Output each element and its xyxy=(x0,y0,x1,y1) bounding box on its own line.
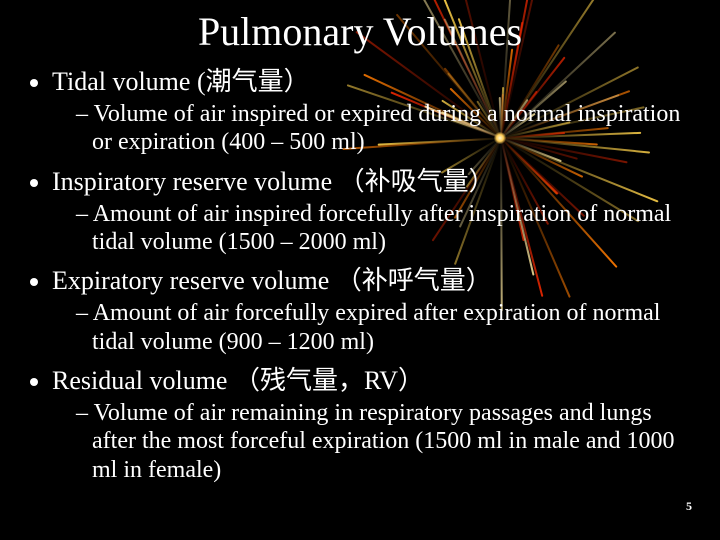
bullet-item: Residual volume （残气量，RV） Volume of air r… xyxy=(52,360,696,484)
slide: Pulmonary Volumes Tidal volume (潮气量） Vol… xyxy=(0,8,720,540)
bullet-heading: Tidal volume (潮气量） xyxy=(52,67,310,96)
sub-item: Volume of air inspired or expired during… xyxy=(76,100,696,157)
sub-item: Amount of air inspired forcefully after … xyxy=(76,200,696,257)
page-number: 5 xyxy=(686,499,692,514)
bullet-heading: Residual volume （残气量，RV） xyxy=(52,366,424,395)
sub-list: Amount of air forcefully expired after e… xyxy=(52,299,696,356)
slide-title: Pulmonary Volumes xyxy=(24,8,696,55)
sub-item: Volume of air remaining in respiratory p… xyxy=(76,399,696,484)
sub-list: Volume of air remaining in respiratory p… xyxy=(52,399,696,484)
bullet-list: Tidal volume (潮气量） Volume of air inspire… xyxy=(24,61,696,484)
bullet-item: Inspiratory reserve volume （补吸气量） Amount… xyxy=(52,161,696,257)
sub-list: Volume of air inspired or expired during… xyxy=(52,100,696,157)
bullet-item: Tidal volume (潮气量） Volume of air inspire… xyxy=(52,61,696,157)
bullet-item: Expiratory reserve volume （补呼气量） Amount … xyxy=(52,260,696,356)
bullet-heading: Expiratory reserve volume （补呼气量） xyxy=(52,266,492,295)
bullet-heading: Inspiratory reserve volume （补吸气量） xyxy=(52,167,495,196)
sub-list: Amount of air inspired forcefully after … xyxy=(52,200,696,257)
sub-item: Amount of air forcefully expired after e… xyxy=(76,299,696,356)
